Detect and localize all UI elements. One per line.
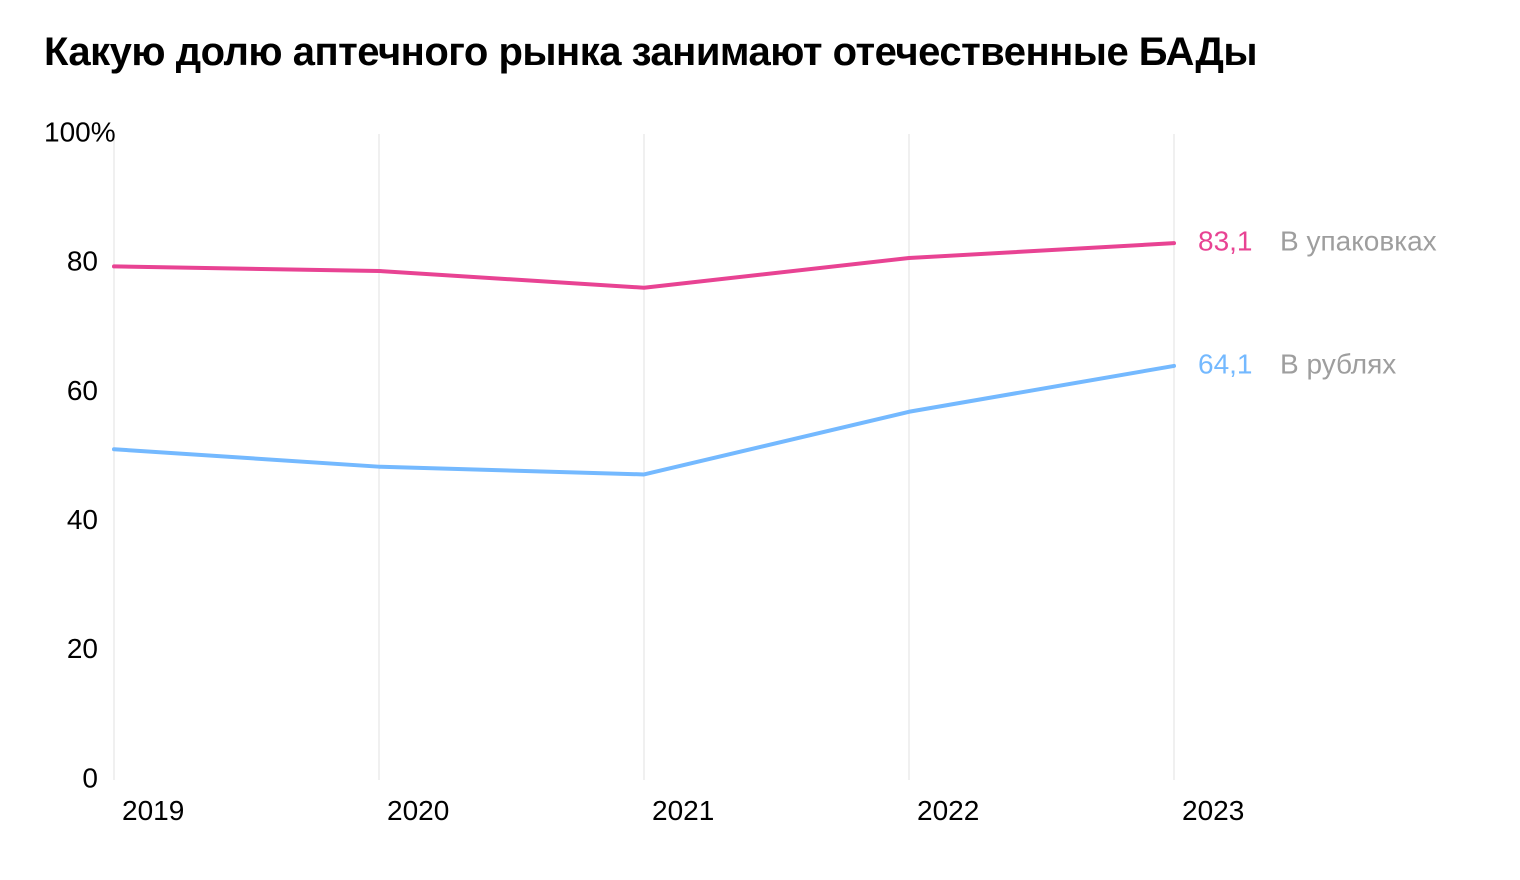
y-axis-label: 0 [82, 762, 98, 793]
x-axis-label: 2023 [1182, 795, 1244, 826]
y-axis-label: 20 [67, 633, 98, 664]
y-axis-label-top: 100% [44, 116, 116, 147]
chart-card: Какую долю аптечного рынка занимают отеч… [0, 0, 1520, 880]
y-axis-label: 80 [67, 246, 98, 277]
line-chart-svg: 100% 0 20 40 60 80 2019 2020 2021 2022 2023 83,1 В у… [44, 100, 1476, 846]
x-axis-label: 2021 [652, 795, 714, 826]
series-end-value: 83,1 [1198, 226, 1253, 257]
series-end-name: В упаковках [1280, 226, 1437, 257]
x-axis-label: 2019 [122, 795, 184, 826]
series-end-value: 64,1 [1198, 348, 1253, 379]
x-axis-label: 2020 [387, 795, 449, 826]
chart-area: 100% 0 20 40 60 80 2019 2020 2021 2022 2023 83,1 В у… [44, 100, 1476, 846]
chart-title: Какую долю аптечного рынка занимают отеч… [44, 30, 1257, 75]
x-axis-label: 2022 [917, 795, 979, 826]
y-axis-label: 40 [67, 504, 98, 535]
y-axis-label: 60 [67, 375, 98, 406]
series-end-name: В рублях [1280, 348, 1396, 379]
